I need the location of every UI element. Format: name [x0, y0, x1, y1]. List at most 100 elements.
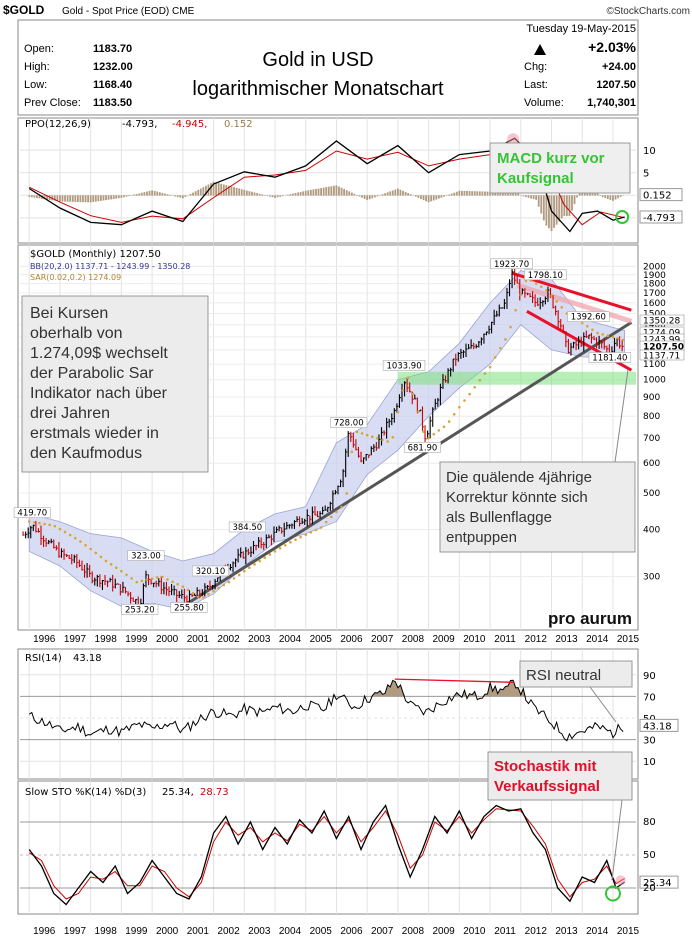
sar-dot	[519, 294, 522, 297]
ppo-histogram-bar	[100, 195, 102, 201]
ppo-histogram-bar	[428, 195, 430, 202]
sar-note-line-6: drei Jahren	[30, 405, 110, 422]
sar-dot	[105, 560, 108, 563]
sar-dot	[100, 556, 103, 559]
ppo-legend-value: -4.793,	[122, 119, 157, 130]
price-tick-label: 1100	[643, 360, 666, 370]
peak-label: 323.00	[131, 551, 161, 561]
ppo-histogram-bar	[433, 195, 435, 200]
ppo-histogram-bar	[423, 195, 425, 200]
sar-dot	[202, 596, 205, 599]
ppo-histogram-bar	[464, 191, 466, 196]
sar-dot	[38, 522, 41, 525]
sar-dot	[596, 332, 599, 335]
ppo-histogram-bar	[87, 195, 89, 202]
peak-label: 1033.90	[386, 361, 421, 371]
ppo-histogram-bar	[366, 195, 368, 200]
sar-dot	[110, 563, 113, 566]
ppo-histogram-bar	[382, 194, 384, 195]
ppo-histogram-bar	[599, 195, 601, 196]
sar-dot	[315, 529, 318, 532]
rsi-note-text: RSI neutral	[526, 667, 601, 684]
sar-dot	[274, 550, 277, 553]
ppo-histogram-bar	[525, 195, 527, 197]
sar-dot	[146, 578, 149, 581]
ppo-histogram-bar	[154, 191, 156, 196]
ppo-histogram-bar	[553, 195, 555, 228]
ppo-histogram-bar	[77, 195, 79, 202]
ppo-histogram-bar	[184, 195, 186, 197]
symbol-description: Gold - Spot Price (EOD) CME	[62, 6, 195, 17]
rsi-tick-label: 10	[643, 757, 656, 768]
sar-dot	[74, 537, 77, 540]
ppo-histogram-bar	[481, 191, 483, 195]
year-tick-label: 2005	[310, 634, 333, 645]
ppo-histogram-bar	[456, 192, 458, 196]
sar-dot	[28, 520, 31, 523]
sar-dot	[489, 366, 492, 369]
ppo-tick-label: 5	[643, 169, 649, 180]
ppo-histogram-bar	[364, 195, 366, 199]
low-value: 1168.40	[93, 79, 132, 91]
volume-label: Volume:	[524, 97, 564, 109]
ppo-histogram-bar	[277, 195, 279, 197]
ppo-histogram-bar	[466, 191, 468, 196]
sar-dot	[499, 347, 502, 350]
year-tick-label: 2011	[494, 926, 516, 937]
sar-dot	[509, 326, 512, 329]
sto-legend-k: 25.34,	[162, 787, 194, 798]
ppo-histogram-bar	[74, 195, 76, 202]
ppo-histogram-bar	[225, 185, 227, 195]
ppo-histogram-bar	[169, 195, 171, 196]
last-value: 1207.50	[596, 79, 636, 91]
ppo-histogram-bar	[179, 195, 181, 197]
sar-dot	[279, 547, 282, 550]
prev-close-value: 1183.50	[93, 97, 132, 109]
sar-dot	[381, 439, 384, 442]
ppo-histogram-bar	[254, 192, 256, 195]
ppo-histogram-bar	[448, 195, 450, 196]
sar-dot	[504, 338, 507, 341]
ppo-histogram-bar	[243, 190, 245, 196]
sar-dot	[351, 451, 354, 454]
sar-dot	[412, 393, 415, 396]
year-tick-label: 2012	[525, 634, 548, 645]
price-tick-label: 1700	[643, 289, 666, 299]
ppo-histogram-bar	[103, 195, 105, 200]
sar-dot	[258, 560, 261, 563]
flag-note-line-3: als Bullenflagge	[446, 509, 552, 526]
sar-legend: SAR(0.02,0.2) 1274.09	[30, 273, 121, 282]
prev-close-label: Prev Close:	[24, 97, 81, 109]
sar-dot	[371, 435, 374, 438]
sar-dot	[233, 577, 236, 580]
ppo-histogram-bar	[138, 193, 140, 195]
year-tick-label: 2009	[432, 926, 455, 937]
sar-note-line-3: 1.274,09$ wechselt	[30, 345, 168, 362]
ppo-histogram-bar	[425, 195, 427, 201]
last-label: Last:	[524, 79, 548, 91]
ppo-histogram-bar	[161, 193, 163, 196]
sar-dot	[612, 336, 615, 339]
year-tick-label: 1998	[95, 634, 118, 645]
ppo-histogram-bar	[182, 195, 184, 198]
year-tick-label: 2009	[432, 634, 455, 645]
sar-dot	[141, 580, 144, 583]
sar-dot	[340, 506, 343, 509]
sar-dot	[555, 300, 558, 303]
sar-dot	[59, 528, 62, 531]
ppo-histogram-bar	[67, 195, 69, 201]
ppo-histogram-bar	[528, 195, 530, 197]
pro-aurum-watermark: pro aurum	[548, 609, 632, 628]
ppo-histogram-bar	[313, 189, 315, 195]
peak-label: 1392.60	[571, 313, 606, 323]
sar-dot	[417, 410, 420, 413]
sar-dot	[120, 570, 123, 573]
sar-dot	[391, 436, 394, 439]
ppo-histogram-bar	[394, 189, 396, 195]
ppo-histogram-bar	[535, 195, 537, 199]
ppo-histogram-bar	[543, 195, 545, 220]
ppo-histogram-bar	[264, 195, 266, 196]
sar-dot	[386, 440, 389, 443]
sar-dot	[253, 563, 256, 566]
ppo-histogram-bar	[231, 186, 233, 195]
